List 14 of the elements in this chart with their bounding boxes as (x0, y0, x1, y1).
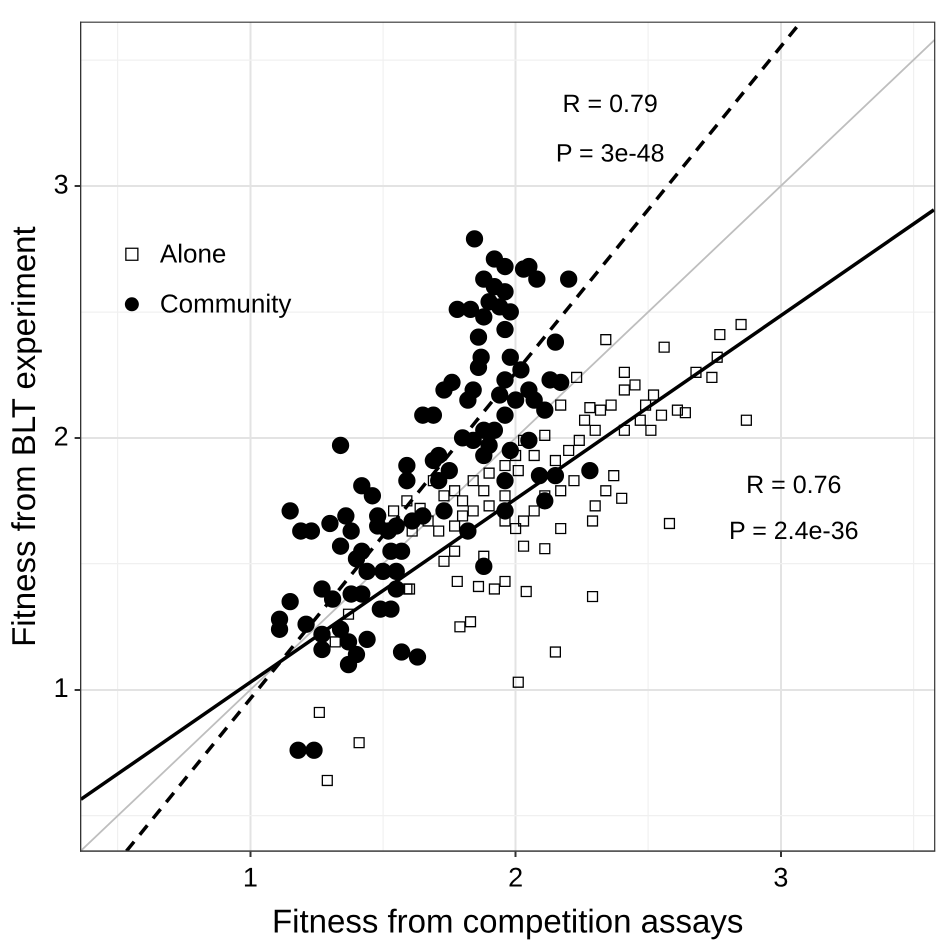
annotation: R = 0.79 (562, 90, 658, 118)
legend-label: Alone (160, 238, 226, 268)
x-tick-label: 3 (773, 862, 788, 893)
legend-label: Community (160, 288, 292, 318)
y-tick-label: 2 (54, 421, 69, 452)
x-axis-title: Fitness from competition assays (272, 902, 744, 940)
y-tick-label: 1 (54, 673, 69, 704)
y-tick-label: 3 (54, 169, 69, 200)
y-axis-title: Fitness from BLT experiment (4, 226, 42, 647)
annotation: P = 2.4e-36 (729, 516, 859, 545)
x-tick-label: 2 (508, 862, 524, 893)
annotation: R = 0.76 (746, 471, 842, 500)
annotation: P = 3e-48 (556, 140, 664, 168)
x-tick-label: 1 (242, 862, 258, 893)
